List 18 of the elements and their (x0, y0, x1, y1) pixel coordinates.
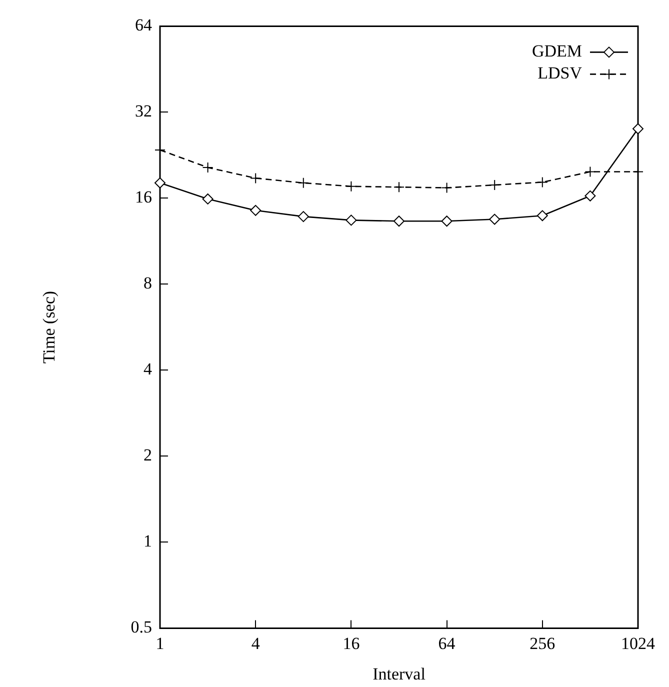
legend-label: GDEM (532, 42, 582, 61)
x-tick-label: 256 (530, 634, 556, 653)
x-tick-label: 16 (342, 634, 360, 653)
legend-label: LDSV (538, 64, 583, 83)
x-tick-label: 1 (156, 634, 164, 653)
y-tick-label: 1 (144, 532, 152, 551)
x-tick-label: 1024 (621, 634, 656, 653)
y-axis-title: Time (sec) (40, 290, 59, 364)
y-tick-label: 8 (144, 274, 152, 293)
x-tick-label: 64 (438, 634, 456, 653)
y-tick-label: 64 (135, 16, 152, 35)
x-tick-label: 4 (251, 634, 260, 653)
y-tick-label: 32 (135, 102, 152, 121)
y-tick-label: 0.5 (130, 618, 152, 637)
y-tick-label: 4 (144, 360, 152, 379)
y-tick-label: 2 (144, 446, 152, 465)
y-tick-label: 16 (135, 188, 152, 207)
x-axis-title: Interval (372, 664, 426, 684)
